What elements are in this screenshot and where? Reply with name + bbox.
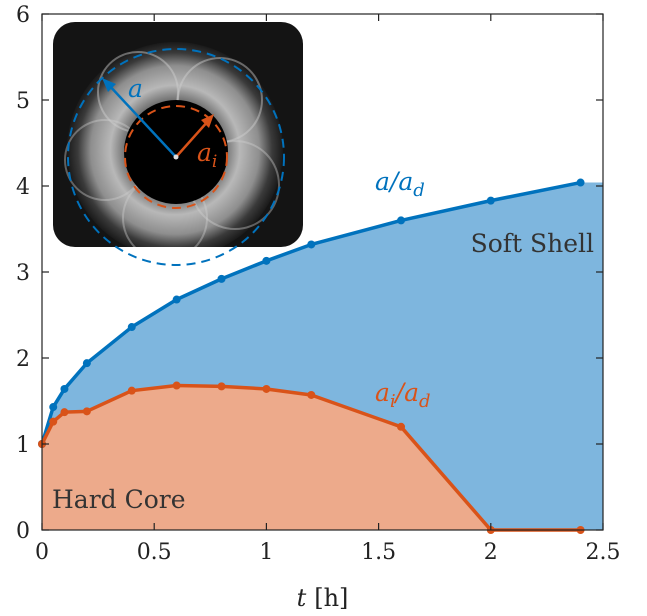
inset-label-ai-sub: i: [212, 152, 217, 172]
y-tick-label: 5: [16, 89, 30, 114]
inset-inner-arrowhead: [201, 114, 214, 128]
inset-micrograph: a ai: [53, 22, 303, 266]
data-point: [127, 323, 136, 332]
inset-inner-radius-arrow: [175, 119, 210, 158]
data-point: [217, 382, 226, 391]
data-point: [397, 216, 406, 225]
y-tick-label: 0: [16, 519, 30, 544]
plot-markers: [38, 178, 585, 534]
inset-outer-radius-arrow: [106, 82, 177, 158]
x-tick-label: 1.5: [361, 540, 396, 565]
series-label-a-over-ad: a/ad: [375, 167, 425, 201]
data-point: [127, 386, 136, 395]
x-tick-label: 2.5: [586, 540, 621, 565]
axis-ticks: 0 0.5 1 1.5 2 2.5 0 1 2 3 4 5 6: [16, 3, 621, 565]
inset-outer-arrowhead: [102, 78, 116, 92]
series-label-a-main: a/a: [375, 167, 413, 196]
x-tick-label: 2: [484, 540, 498, 565]
data-point: [486, 196, 495, 205]
series-label-ai-main: a: [375, 378, 390, 407]
inset-inner-circle: [124, 105, 228, 209]
data-point: [262, 384, 271, 393]
y-tick-label: 4: [16, 175, 30, 200]
x-axis-var: t: [297, 584, 307, 612]
data-point: [49, 417, 58, 426]
data-point: [262, 256, 271, 265]
series-label-ai-sub1: i: [390, 391, 396, 412]
region-label-hard-core: Hard Core: [52, 485, 186, 514]
area-hard-core: [42, 385, 581, 530]
data-point: [397, 422, 406, 431]
series-label-ai-mid: /a: [394, 378, 419, 407]
region-label-soft-shell: Soft Shell: [471, 229, 594, 258]
data-point: [82, 407, 91, 416]
series-label-a-sub: d: [413, 180, 425, 201]
x-axis-label: t [h]: [297, 584, 349, 612]
inset-label-ai-main: a: [197, 138, 212, 167]
data-point: [60, 384, 69, 393]
data-point: [60, 408, 69, 417]
data-point: [217, 274, 226, 283]
data-point: [307, 240, 316, 249]
data-point: [172, 381, 181, 390]
y-tick-label: 1: [16, 433, 30, 458]
y-tick-label: 6: [16, 3, 30, 28]
inset-label-a: a: [128, 74, 143, 103]
inset-label-ai: ai: [197, 138, 217, 172]
data-point: [576, 178, 585, 187]
x-tick-label: 1: [259, 540, 273, 565]
data-point: [82, 359, 91, 368]
series-label-ai-sub2: d: [419, 391, 431, 412]
inset-center-dot: [173, 154, 179, 160]
y-tick-label: 2: [16, 347, 30, 372]
data-point: [307, 390, 316, 399]
x-axis-unit: [h]: [314, 584, 348, 612]
y-tick-label: 3: [16, 261, 30, 286]
data-point: [49, 403, 58, 412]
data-point: [172, 295, 181, 304]
x-tick-label: 0: [35, 540, 49, 565]
x-tick-label: 0.5: [137, 540, 172, 565]
inset-outer-circle: [67, 48, 285, 266]
plot-areas: [42, 182, 603, 530]
series-label-ai-over-ad: ai/ad: [375, 378, 431, 412]
